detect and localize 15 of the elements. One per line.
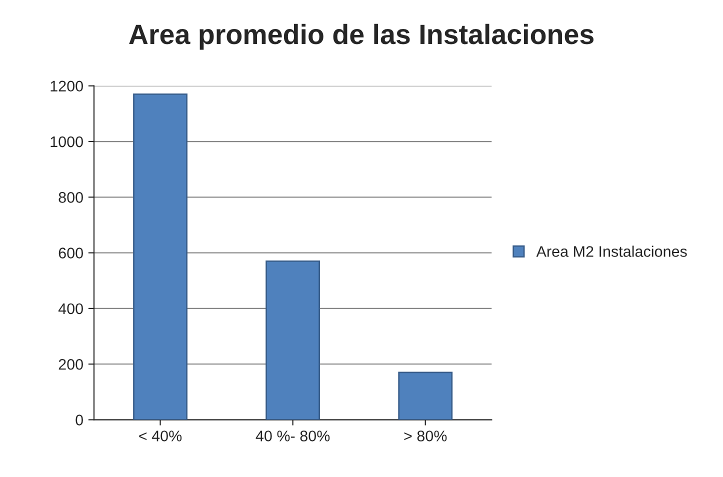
y-tick-label: 1000 bbox=[50, 136, 83, 148]
y-tick-label: 600 bbox=[58, 248, 83, 258]
bar bbox=[266, 260, 320, 420]
chart-title: Area promedio de las Instalaciones bbox=[129, 24, 594, 50]
x-tick-label: < 40% bbox=[139, 430, 182, 442]
legend-label: Area M2 Instalaciones bbox=[536, 246, 687, 257]
bar bbox=[398, 372, 453, 420]
x-tick-label: 40 %- 80% bbox=[256, 430, 330, 442]
x-tick-label: > 80% bbox=[404, 430, 447, 442]
y-tick-label: 0 bbox=[76, 414, 83, 426]
y-tick-label: 800 bbox=[58, 192, 83, 203]
y-tick-label: 400 bbox=[58, 303, 83, 314]
y-tick-label: 200 bbox=[58, 358, 83, 370]
bar bbox=[133, 94, 188, 420]
y-tick-label: 1200 bbox=[50, 80, 83, 92]
